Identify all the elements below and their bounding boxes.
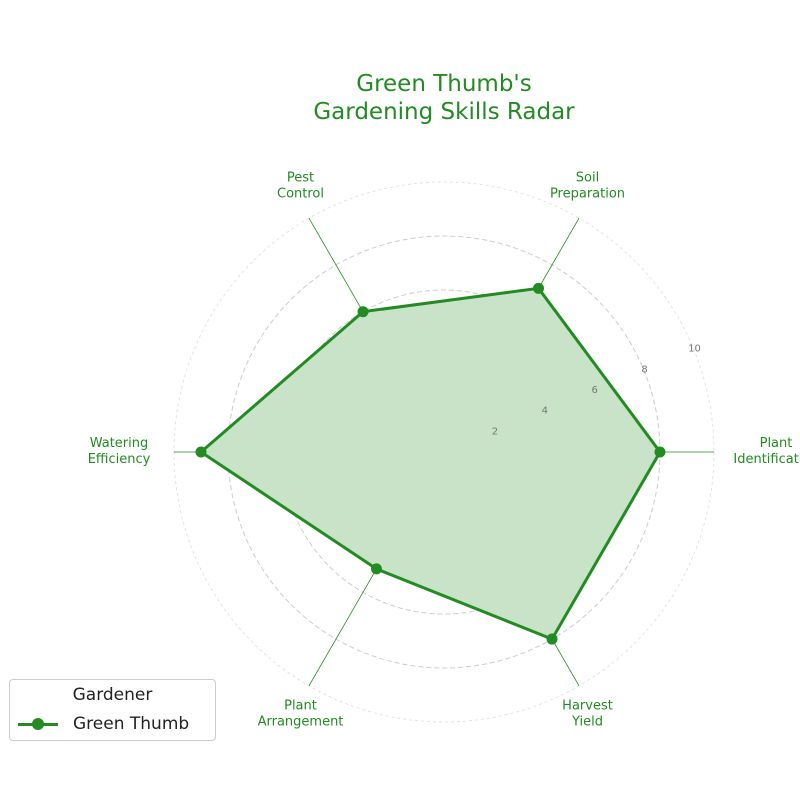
tick-label-10: 10 [688, 344, 701, 355]
legend: Gardener Green Thumb [9, 679, 216, 741]
tick-label-4: 4 [542, 406, 548, 417]
legend-swatch [16, 717, 60, 731]
legend-label: Green Thumb [73, 714, 190, 734]
category-label-line: Control [277, 186, 324, 201]
tick-label-6: 6 [591, 385, 597, 396]
category-label-line: Preparation [550, 186, 625, 201]
data-point-4 [371, 563, 382, 575]
category-label-line: Plant [284, 699, 317, 714]
category-label-line: Yield [571, 715, 603, 730]
data-point-0 [654, 446, 666, 458]
category-label-line: Plant [760, 436, 793, 451]
category-labels: PlantIdentificationSoilPreparationPestCo… [88, 170, 800, 729]
legend-title: Gardener [72, 685, 153, 705]
data-point-2 [357, 306, 369, 318]
category-label-5: Harvest Yield [562, 699, 613, 730]
category-label-line: Watering [90, 436, 149, 451]
chart-title-line-2: Gardening Skills Radar [313, 99, 575, 125]
category-label-line: Pest [287, 170, 314, 185]
data-point-5 [546, 633, 558, 645]
legend-swatch-marker [32, 718, 44, 730]
category-label-line: Soil [576, 170, 599, 185]
tick-label-2: 2 [492, 426, 498, 437]
series-area [201, 288, 660, 640]
radar-series [195, 282, 666, 645]
category-label-3: Watering Efficiency [88, 436, 151, 467]
category-label-1: Soil Preparation [550, 170, 625, 201]
data-point-1 [533, 282, 544, 294]
category-label-line: Arrangement [258, 715, 344, 730]
category-label-2: Pest Control [277, 170, 324, 201]
tick-label-8: 8 [641, 364, 647, 375]
category-label-line: Efficiency [88, 452, 151, 467]
category-label-line: Identification [733, 452, 800, 467]
category-label-0: PlantIdentification [733, 436, 800, 467]
legend-entry: Green Thumb [16, 713, 189, 735]
data-point-3 [195, 446, 207, 458]
category-label-line: Harvest [562, 699, 613, 714]
radial-tick-labels: 2 4 6 8 10 [492, 344, 701, 438]
chart-title-line-1: Green Thumb's [356, 71, 531, 97]
category-label-4: Plant Arrangement [258, 699, 344, 730]
